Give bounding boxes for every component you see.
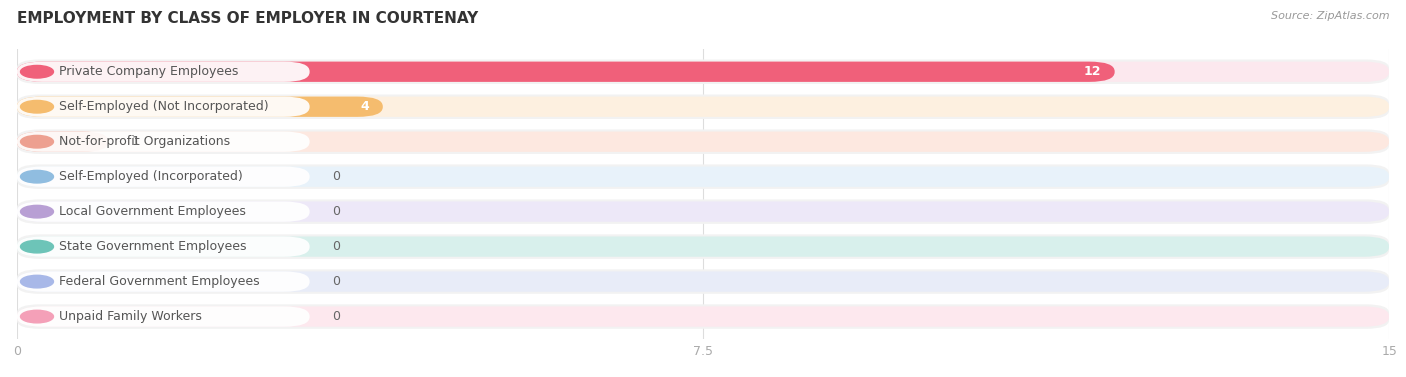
FancyBboxPatch shape [17,60,1389,84]
Text: Private Company Employees: Private Company Employees [59,65,239,78]
FancyBboxPatch shape [17,304,1389,329]
FancyBboxPatch shape [17,97,309,117]
Text: Unpaid Family Workers: Unpaid Family Workers [59,310,202,323]
Text: Not-for-profit Organizations: Not-for-profit Organizations [59,135,231,148]
FancyBboxPatch shape [17,201,309,222]
FancyBboxPatch shape [17,61,1115,82]
Text: 4: 4 [360,100,370,113]
Text: 0: 0 [332,205,340,218]
Text: Self-Employed (Not Incorporated): Self-Employed (Not Incorporated) [59,100,269,113]
Circle shape [21,170,53,183]
Text: 1: 1 [131,135,139,148]
FancyBboxPatch shape [17,236,1389,257]
FancyBboxPatch shape [17,234,1389,259]
Text: Local Government Employees: Local Government Employees [59,205,246,218]
Text: 0: 0 [332,170,340,183]
Circle shape [21,205,53,218]
FancyBboxPatch shape [17,61,1389,82]
FancyBboxPatch shape [17,236,309,257]
FancyBboxPatch shape [17,95,1389,119]
FancyBboxPatch shape [17,201,1389,222]
FancyBboxPatch shape [17,129,1389,154]
FancyBboxPatch shape [17,97,382,117]
FancyBboxPatch shape [17,307,309,327]
Circle shape [21,100,53,113]
Circle shape [21,310,53,323]
FancyBboxPatch shape [17,132,309,152]
FancyBboxPatch shape [17,271,1389,292]
Circle shape [21,275,53,288]
Circle shape [21,240,53,253]
FancyBboxPatch shape [17,199,1389,224]
FancyBboxPatch shape [17,271,309,292]
FancyBboxPatch shape [17,167,1389,187]
FancyBboxPatch shape [17,97,1389,117]
Circle shape [21,66,53,78]
FancyBboxPatch shape [17,132,1389,152]
Text: 0: 0 [332,310,340,323]
FancyBboxPatch shape [17,307,1389,327]
Text: 0: 0 [332,275,340,288]
Circle shape [21,135,53,148]
Text: Self-Employed (Incorporated): Self-Employed (Incorporated) [59,170,243,183]
FancyBboxPatch shape [17,164,1389,189]
FancyBboxPatch shape [17,269,1389,294]
Text: 0: 0 [332,240,340,253]
Text: 12: 12 [1084,65,1101,78]
Text: State Government Employees: State Government Employees [59,240,246,253]
FancyBboxPatch shape [17,132,108,152]
Text: EMPLOYMENT BY CLASS OF EMPLOYER IN COURTENAY: EMPLOYMENT BY CLASS OF EMPLOYER IN COURT… [17,11,478,26]
FancyBboxPatch shape [17,61,309,82]
Text: Federal Government Employees: Federal Government Employees [59,275,260,288]
Text: Source: ZipAtlas.com: Source: ZipAtlas.com [1271,11,1389,21]
FancyBboxPatch shape [17,167,309,187]
